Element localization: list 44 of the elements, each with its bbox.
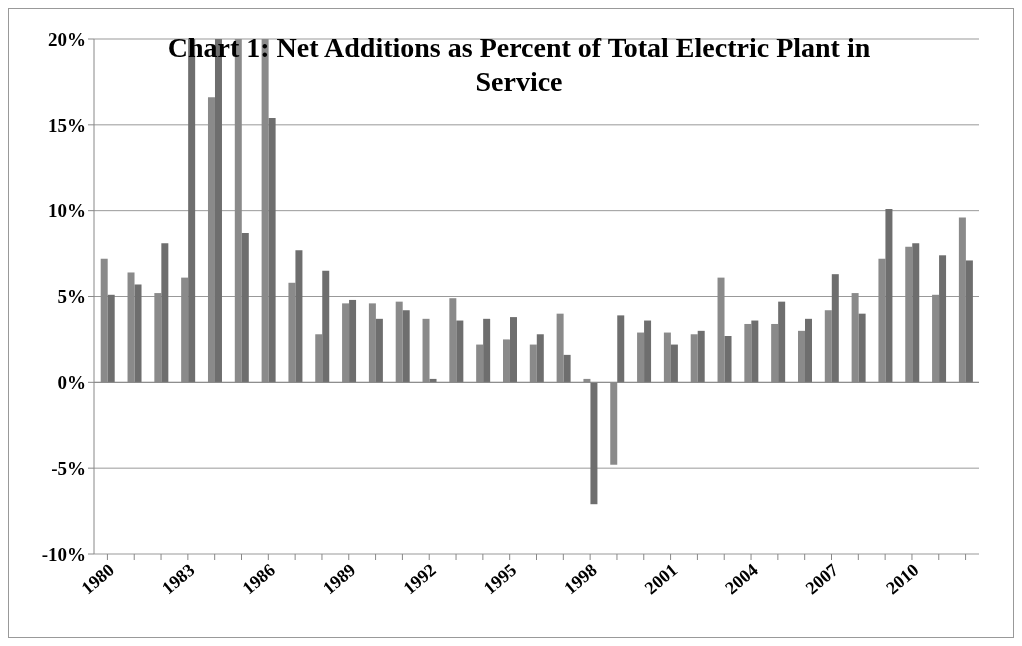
x-tick-label: 1992 (399, 559, 440, 599)
bar (617, 315, 625, 383)
bar (831, 274, 839, 383)
bar (724, 335, 732, 383)
y-tick-label: 5% (57, 286, 86, 308)
bar (804, 318, 812, 383)
bar (349, 299, 357, 383)
y-tick-label: 15% (48, 114, 86, 136)
bar (107, 294, 115, 383)
bar (885, 208, 893, 383)
bar (483, 318, 491, 383)
bar (670, 344, 678, 383)
bar (939, 255, 947, 383)
bar (778, 301, 786, 383)
x-tick-label: 2001 (640, 559, 682, 599)
bar (402, 310, 410, 383)
y-tick-label: 20% (48, 28, 86, 50)
bar (536, 334, 544, 383)
bar (912, 243, 920, 383)
y-tick-label: -5% (51, 457, 86, 479)
y-tick-label: -10% (41, 543, 86, 565)
bar (161, 243, 169, 383)
bar (295, 250, 303, 383)
bar (375, 318, 383, 383)
x-tick-label: 1983 (158, 559, 199, 599)
x-tick-label: 1998 (560, 559, 601, 599)
bar (268, 117, 276, 383)
x-tick-label: 1995 (479, 559, 521, 599)
x-tick-label: 1986 (238, 559, 279, 599)
bar (322, 270, 330, 383)
bar (644, 320, 652, 383)
bar (456, 320, 464, 383)
bar (134, 284, 142, 383)
bar (858, 313, 866, 383)
bar (563, 354, 571, 383)
y-tick-label: 0% (57, 372, 86, 394)
bar (590, 382, 598, 505)
bar (751, 320, 759, 383)
bar (509, 317, 517, 383)
bar (241, 232, 249, 383)
bar (697, 330, 705, 383)
y-tick-label: 10% (48, 200, 86, 222)
x-tick-label: 1989 (318, 559, 360, 599)
bar (965, 260, 973, 383)
